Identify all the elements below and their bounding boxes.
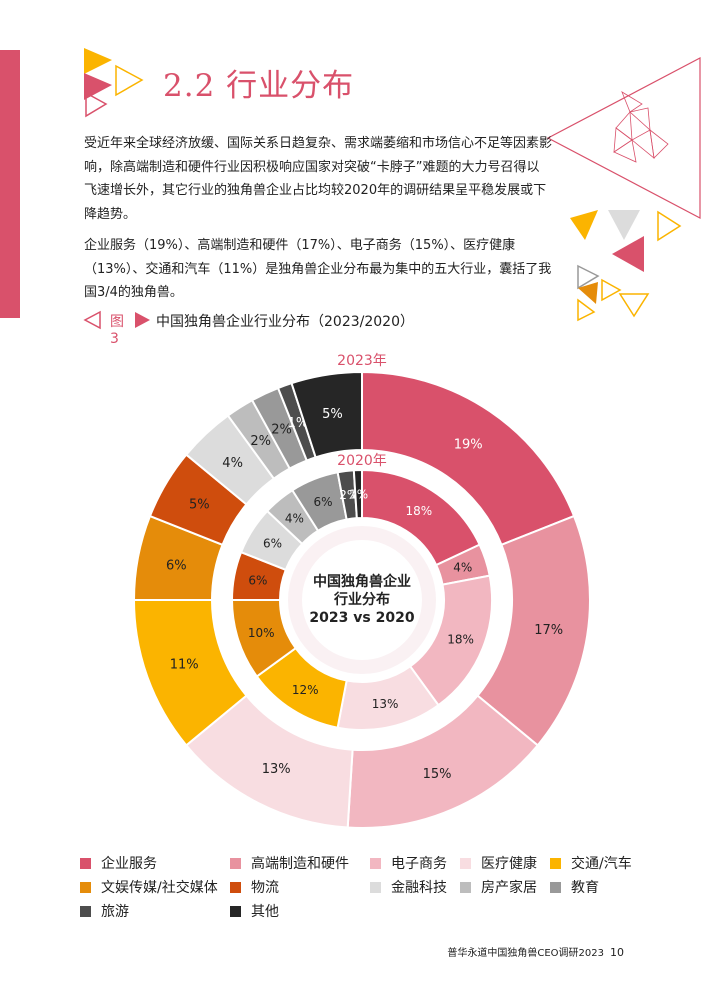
slice-value-label: 4% [285,512,304,526]
legend-item: 物流 [230,877,279,897]
slice-value-label: 6% [313,495,332,509]
body-paragraph: 企业服务（19%）、高端制造和硬件（17%）、电子商务（15%）、医疗健康（13… [84,238,552,300]
slice-value-label: 6% [248,573,267,587]
deco-triangle [578,282,598,304]
slice-value-label: 2% [250,434,271,449]
unicorn-icon [613,91,669,163]
legend-item: 高端制造和硬件 [230,853,349,873]
deco-triangle [618,293,650,318]
section-accent-bar [0,50,20,318]
legend-swatch [370,857,381,869]
deco-triangle [608,210,640,240]
legend-label: 医疗健康 [481,856,537,872]
legend-swatch [550,881,561,893]
legend-label: 其他 [251,904,279,920]
center-label-line: 2023 vs 2020 [309,610,414,626]
legend-item: 房产家居 [460,877,537,897]
footer-text: 普华永道中国独角兽CEO调研2023 [447,948,604,959]
legend-label: 电子商务 [391,856,447,872]
legend-swatch [370,881,381,893]
slice-value-label: 13% [262,762,291,777]
legend-swatch [230,905,241,917]
slice-value-label: 12% [292,683,319,697]
deco-triangle [570,210,598,240]
deco-triangle-large [546,57,701,219]
series-name-label: 2020年 [337,453,387,469]
section-title-text: 行业分布 [226,68,355,104]
legend-label: 交通/汽车 [571,856,632,872]
deco-triangle [84,73,112,100]
legend-label: 旅游 [101,904,129,920]
legend-swatch [80,881,91,893]
legend-item: 文娱传媒/社交媒体 [80,877,218,897]
chart-legend: 企业服务 高端制造和硬件 电子商务 医疗健康 交通/汽车文娱传媒/社交媒体 物流 金融科技 房… [80,853,680,923]
slice-value-label: 18% [447,632,474,646]
legend-item: 旅游 [80,901,129,921]
slice-value-label: 4% [453,561,472,575]
legend-swatch [550,857,561,869]
deco-triangle [657,210,682,242]
caption-arrow-left-icon [83,310,101,330]
slice-value-label: 4% [222,456,243,471]
legend-swatch [230,857,241,869]
slice-value-label: 2% [339,488,358,502]
slice-value-label: 2% [271,423,292,438]
page-footer: 普华永道中国独角兽CEO调研2023 10 [447,944,624,959]
legend-label: 高端制造和硬件 [251,856,349,872]
deco-triangle [577,298,596,322]
deco-triangle [84,48,112,74]
decorative-triangles [84,48,701,322]
legend-label: 文娱传媒/社交媒体 [101,880,218,896]
slice-value-label: 1% [349,487,368,501]
caption-arrow-right-icon [135,312,150,328]
legend-item: 医疗健康 [460,853,537,873]
center-disc [302,540,422,660]
legend-label: 教育 [571,880,599,896]
legend-label: 房产家居 [481,880,537,896]
figure-title: 中国独角兽企业行业分布（2023/2020） [156,314,414,330]
page-number: 10 [610,946,624,959]
series-name-label: 2023年 [337,353,387,369]
legend-item: 金融科技 [370,877,447,897]
deco-triangle [115,64,144,97]
slice-value-label: 13% [372,697,399,711]
legend-item: 教育 [550,877,599,897]
deco-triangle [577,264,600,290]
legend-item: 交通/汽车 [550,853,632,873]
deco-triangle [601,278,622,302]
slice-value-label: 17% [534,623,563,638]
legend-label: 物流 [251,880,279,896]
deco-triangle [85,91,108,118]
slice-value-label: 5% [322,407,343,422]
slice-value-label: 10% [248,626,275,640]
slice-value-label: 11% [170,658,199,673]
body-paragraph: 受近年来全球经济放缓、国际关系日趋复杂、需求端萎缩和市场信心不足等因素影响，除高… [84,136,553,222]
slice-value-label: 6% [166,558,187,573]
legend-label: 金融科技 [391,880,447,896]
legend-swatch [460,857,471,869]
legend-item: 企业服务 [80,853,157,873]
legend-swatch [80,857,91,869]
legend-item: 电子商务 [370,853,447,873]
slice-value-label: 15% [423,767,452,782]
legend-swatch [80,905,91,917]
donut-slice-2020 [352,468,363,520]
slice-value-label: 18% [405,504,432,518]
slice-value-label: 19% [454,437,483,452]
section-number: 2.2 [163,68,216,104]
legend-item: 其他 [230,901,279,921]
slice-value-label: 5% [189,497,210,512]
section-title: 2.2 行业分布 [163,60,354,105]
center-label-line: 中国独角兽企业 [313,573,411,590]
center-label-line: 行业分布 [333,591,390,608]
donut-slice-2023 [290,370,363,459]
deco-triangle [612,236,644,272]
slice-value-label: 6% [263,537,282,551]
legend-swatch [230,881,241,893]
legend-swatch [460,881,471,893]
legend-label: 企业服务 [101,856,157,872]
industry-donut-chart: 19%17%15%13%11%6%5%4%2%2%1%5%2023年18%4%1… [132,353,591,829]
figure-number: 图3 [110,314,124,347]
